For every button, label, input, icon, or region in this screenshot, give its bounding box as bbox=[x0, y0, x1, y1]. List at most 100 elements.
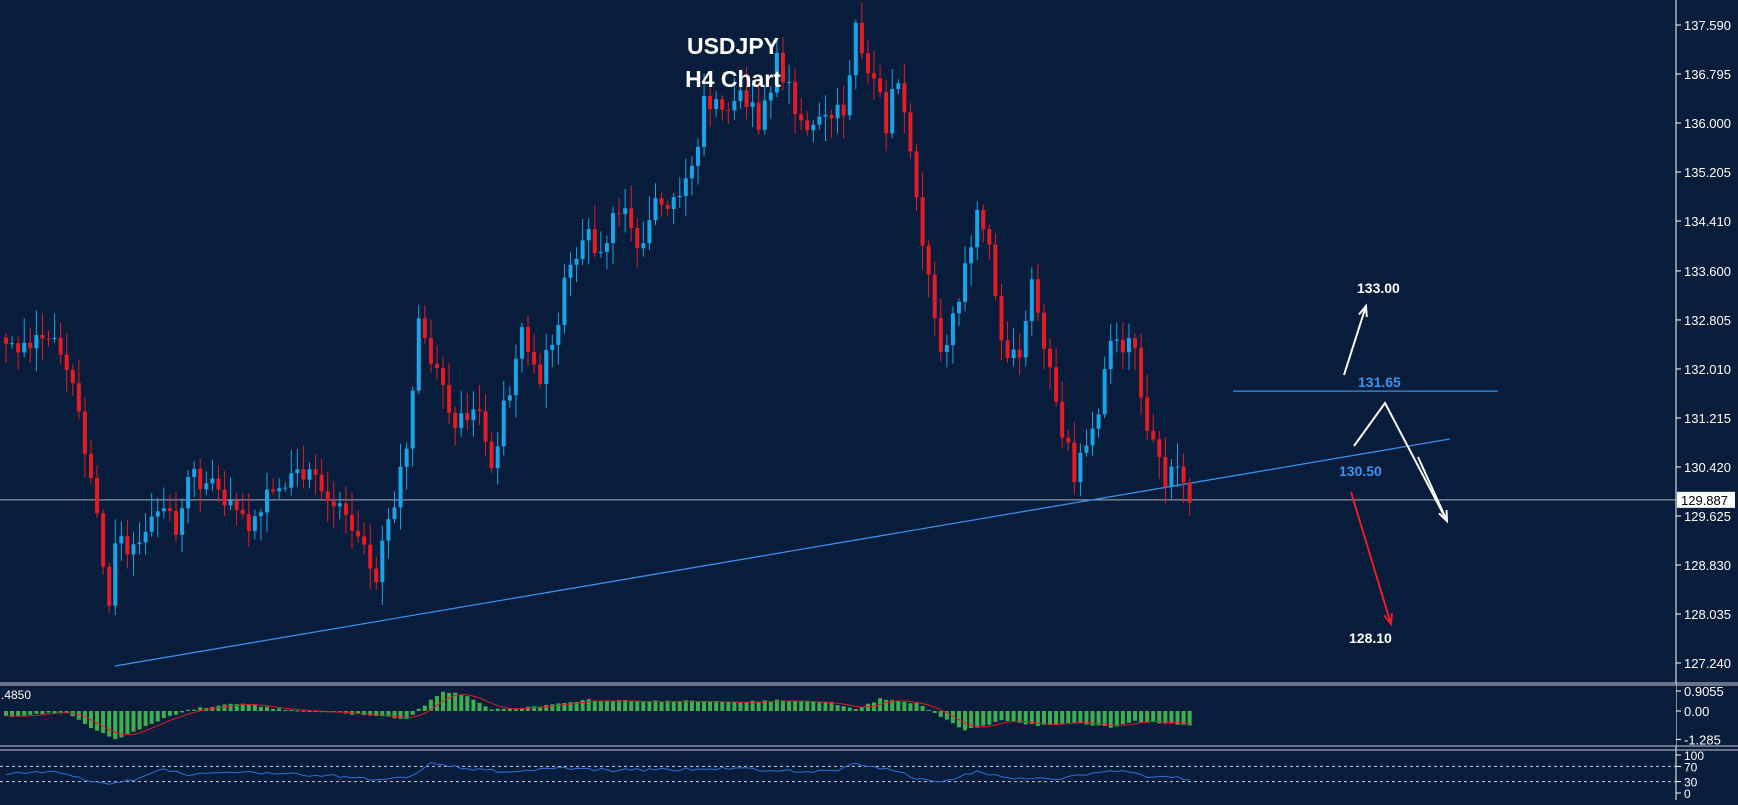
candle-body bbox=[526, 327, 531, 352]
macd-bar bbox=[574, 701, 579, 711]
candle bbox=[368, 524, 373, 590]
candle-body bbox=[149, 516, 154, 532]
candle bbox=[441, 356, 446, 409]
candle-body bbox=[568, 264, 573, 278]
candle bbox=[1163, 437, 1168, 504]
macd-bar bbox=[501, 708, 506, 711]
candle bbox=[617, 198, 622, 227]
candle bbox=[398, 443, 403, 530]
candle bbox=[246, 493, 251, 547]
macd-bar bbox=[265, 706, 270, 711]
macd-bar bbox=[762, 700, 767, 711]
macd-bar bbox=[198, 707, 203, 711]
candle-body bbox=[829, 114, 834, 119]
macd-bar bbox=[1169, 711, 1174, 724]
price-tick-label: 135.205 bbox=[1684, 165, 1731, 180]
candle-body bbox=[902, 83, 907, 113]
candle bbox=[228, 477, 233, 511]
candle-body bbox=[1017, 349, 1022, 358]
candle-body bbox=[708, 95, 713, 110]
price-tick-label: 128.830 bbox=[1684, 558, 1731, 573]
candle bbox=[932, 261, 937, 337]
macd-bar bbox=[216, 705, 221, 711]
macd-bar bbox=[422, 705, 427, 711]
candle bbox=[647, 196, 652, 251]
macd-bar bbox=[95, 711, 100, 731]
macd-bar bbox=[829, 703, 834, 711]
macd-bar bbox=[46, 711, 51, 713]
candle-body bbox=[289, 473, 294, 488]
price-tick-label: 129.625 bbox=[1684, 509, 1731, 524]
candle bbox=[319, 459, 324, 500]
macd-bar bbox=[1187, 711, 1192, 726]
macd-bar bbox=[738, 702, 743, 711]
candle bbox=[289, 450, 294, 496]
candle bbox=[744, 66, 749, 120]
candle bbox=[404, 442, 409, 490]
macd-bar bbox=[1133, 711, 1138, 721]
candle-body bbox=[726, 109, 731, 111]
macd-bar bbox=[295, 710, 300, 712]
candle bbox=[76, 359, 81, 420]
macd-bar bbox=[695, 701, 700, 711]
candle bbox=[204, 471, 209, 496]
candle-body bbox=[246, 514, 251, 532]
candle bbox=[993, 233, 998, 301]
candle bbox=[88, 440, 93, 484]
candle bbox=[623, 188, 628, 233]
macd-bar bbox=[131, 711, 136, 732]
macd-bar bbox=[374, 711, 379, 717]
candle bbox=[240, 493, 245, 519]
candle-body bbox=[805, 120, 810, 131]
candle-body bbox=[1048, 348, 1053, 368]
candle-body bbox=[1163, 457, 1168, 487]
candle-body bbox=[307, 469, 312, 480]
candle bbox=[683, 158, 688, 216]
candle bbox=[689, 156, 694, 196]
candle-body bbox=[222, 489, 227, 506]
candle-body bbox=[1108, 340, 1113, 370]
macd-bar bbox=[592, 700, 597, 711]
candle-body bbox=[823, 114, 828, 117]
trendline-group bbox=[114, 438, 1451, 667]
candle-body bbox=[878, 78, 883, 93]
candle-body bbox=[641, 243, 646, 249]
candle bbox=[58, 322, 63, 365]
candle-body bbox=[1072, 442, 1077, 483]
candle bbox=[1145, 374, 1150, 441]
candle-body bbox=[428, 338, 433, 364]
rsi-tick-label: 100 bbox=[1684, 749, 1704, 763]
target-label-133: 133.00 bbox=[1357, 280, 1400, 296]
candle-body bbox=[319, 474, 324, 492]
candle-body bbox=[732, 101, 737, 111]
candle bbox=[532, 334, 537, 374]
macd-bar bbox=[1096, 711, 1101, 726]
candle-body bbox=[173, 510, 178, 535]
macd-bar bbox=[580, 700, 585, 711]
candle-body bbox=[756, 102, 761, 130]
candle-body bbox=[295, 469, 300, 474]
candle bbox=[447, 363, 452, 424]
macd-bar bbox=[234, 704, 239, 711]
candle-body bbox=[337, 503, 342, 507]
bullish-arrow-shaft bbox=[1343, 305, 1367, 376]
candle-body bbox=[538, 364, 543, 384]
candle-body bbox=[695, 146, 700, 166]
macd-bar bbox=[750, 700, 755, 711]
macd-bar bbox=[1181, 711, 1186, 725]
macd-bar bbox=[137, 711, 142, 730]
candle bbox=[198, 458, 203, 513]
candle bbox=[167, 494, 172, 522]
candle-body bbox=[434, 363, 439, 368]
candle-body bbox=[1126, 338, 1131, 353]
macd-bar bbox=[28, 711, 33, 715]
candle-body bbox=[519, 327, 524, 359]
candle bbox=[271, 478, 276, 496]
candle bbox=[677, 177, 682, 208]
candle bbox=[768, 86, 773, 119]
candle bbox=[1114, 322, 1119, 353]
price-tick-label: 131.215 bbox=[1684, 411, 1731, 426]
macd-bar bbox=[289, 709, 294, 711]
macd-bar bbox=[568, 702, 573, 711]
candle bbox=[459, 390, 464, 437]
